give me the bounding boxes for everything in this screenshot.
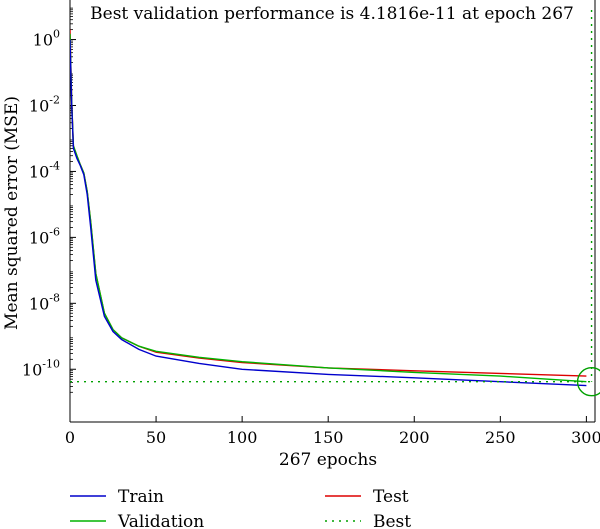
series-layer	[70, 29, 587, 387]
y-tick-exponent: -8	[49, 291, 60, 304]
y-tick-exponent: 0	[53, 28, 60, 41]
y-axis-label: Mean squared error (MSE)	[2, 96, 22, 330]
y-tick-label: 100	[33, 28, 60, 50]
x-tick-group: 0 50 100 150 200 250 300	[65, 416, 600, 447]
y-tick-base: 10	[29, 162, 49, 181]
legend-label-train: Train	[118, 487, 164, 507]
y-tick-label: 10-8	[29, 291, 60, 313]
legend-label-test: Test	[373, 487, 409, 507]
series-line-train	[70, 39, 587, 387]
y-tick-exponent: -2	[49, 94, 60, 107]
chart-title: Best validation performance is 4.1816e-1…	[90, 4, 574, 24]
y-tick-exponent: -4	[49, 159, 60, 172]
x-tick-label: 100	[227, 428, 258, 447]
x-tick-label: 200	[399, 428, 430, 447]
y-tick-label: 10-2	[29, 94, 60, 116]
best-marker-layer	[70, 10, 600, 397]
x-tick-label: 50	[146, 428, 166, 447]
x-tick-label: 300	[571, 428, 600, 447]
x-tick-label: 0	[65, 428, 75, 447]
y-tick-exponent: -6	[49, 225, 60, 238]
legend: Train Test Validation Best	[70, 487, 411, 529]
y-tick-base: 10	[22, 360, 42, 379]
series-line-test	[70, 29, 587, 377]
x-tick-label: 250	[485, 428, 516, 447]
best-marker-circle	[576, 367, 600, 397]
y-tick-label: 10-4	[29, 159, 60, 181]
y-tick-label: 10-10	[22, 357, 60, 379]
y-tick-base: 10	[33, 31, 53, 50]
legend-label-best: Best	[373, 512, 411, 529]
legend-label-validation: Validation	[117, 512, 204, 529]
x-axis-label: 267 epochs	[279, 450, 377, 470]
y-tick-base: 10	[29, 294, 49, 313]
y-tick-exponent: -10	[42, 357, 60, 370]
y-tick-label: 10-6	[29, 225, 60, 247]
y-tick-base: 10	[29, 228, 49, 247]
series-line-validation	[70, 33, 587, 383]
y-tick-base: 10	[29, 97, 49, 116]
x-tick-label: 150	[313, 428, 344, 447]
